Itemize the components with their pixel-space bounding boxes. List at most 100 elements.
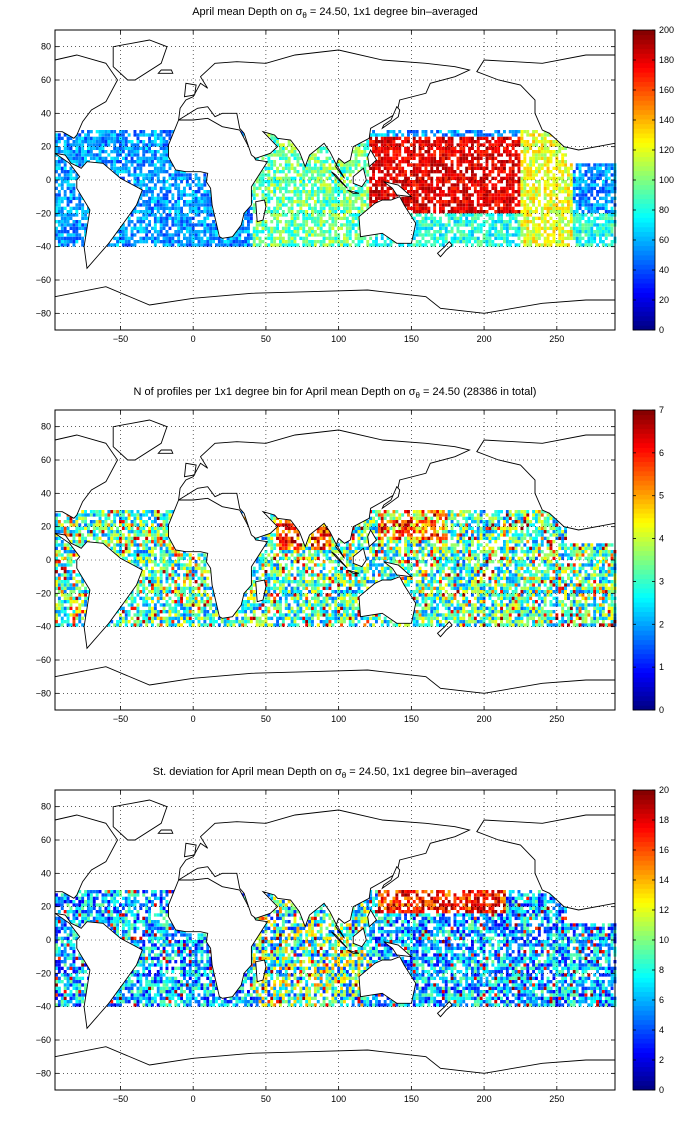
heatmap-cell [401,170,404,173]
heatmap-cell [195,213,198,216]
heatmap-cell [468,163,471,166]
heatmap-cell [532,133,535,136]
heatmap-cell [81,147,84,150]
heatmap-cell [105,130,108,133]
heatmap-cell [317,197,320,200]
heatmap-cell [570,237,573,240]
heatmap-cell [535,153,538,156]
heatmap-cell [151,597,154,600]
heatmap-cell [404,137,407,140]
heatmap-cell [78,233,81,236]
heatmap-cell [282,197,285,200]
heatmap-cell [448,173,451,176]
heatmap-cell [349,233,352,236]
heatmap-cell [67,137,70,140]
colorbar-segment [633,110,655,115]
heatmap-cell [404,183,407,186]
heatmap-cell [201,230,204,233]
heatmap-cell [442,153,445,156]
heatmap-cell [366,197,369,200]
heatmap-cell [96,523,99,526]
heatmap-cell [58,587,61,590]
heatmap-cell [550,233,553,236]
heatmap-cell [305,200,308,203]
heatmap-cell [331,187,334,190]
heatmap-cell [558,220,561,223]
heatmap-cell [209,237,212,240]
heatmap-cell [157,513,160,516]
heatmap-cell [256,193,259,196]
heatmap-cell [521,160,524,163]
heatmap-cell [425,137,428,140]
heatmap-cell [526,177,529,180]
heatmap-cell [430,130,433,133]
heatmap-cell [160,583,163,586]
heatmap-cell [174,603,177,606]
heatmap-cell [157,237,160,240]
heatmap-cell [81,223,84,226]
heatmap-cell [183,593,186,596]
heatmap-cell [576,210,579,213]
heatmap-cell [547,150,550,153]
heatmap-cell [439,237,442,240]
heatmap-cell [302,217,305,220]
heatmap-cell [494,197,497,200]
heatmap-cell [294,200,297,203]
heatmap-cell [384,163,387,166]
heatmap-cell [198,617,201,620]
heatmap-cell [445,213,448,216]
heatmap-cell [390,143,393,146]
heatmap-cell [587,210,590,213]
heatmap-cell [587,243,590,246]
heatmap-cell [585,207,588,210]
heatmap-cell [58,613,61,616]
heatmap-cell [84,157,87,160]
heatmap-cell [198,203,201,206]
heatmap-cell [285,190,288,193]
heatmap-cell [81,137,84,140]
heatmap-cell [145,533,148,536]
heatmap-cell [320,180,323,183]
heatmap-cell [582,237,585,240]
heatmap-cell [195,560,198,563]
heatmap-cell [558,217,561,220]
heatmap-cell [285,173,288,176]
heatmap-cell [198,603,201,606]
heatmap-cell [390,163,393,166]
heatmap-cell [75,197,78,200]
heatmap-cell [486,197,489,200]
heatmap-cell [70,593,73,596]
heatmap-cell [61,227,64,230]
heatmap-cell [361,203,364,206]
heatmap-cell [320,207,323,210]
heatmap-cell [518,220,521,223]
heatmap-cell [177,233,180,236]
heatmap-cell [267,197,270,200]
heatmap-cell [189,577,192,580]
heatmap-cell [561,160,564,163]
heatmap-cell [579,237,582,240]
heatmap-cell [139,147,142,150]
heatmap-cell [346,177,349,180]
heatmap-cell [509,203,512,206]
heatmap-cell [195,173,198,176]
x-tick-label: 150 [404,334,419,344]
heatmap-cell [189,227,192,230]
heatmap-cell [305,243,308,246]
heatmap-cell [529,177,532,180]
heatmap-cell [285,230,288,233]
heatmap-cell [436,237,439,240]
heatmap-cell [90,513,93,516]
heatmap-cell [596,200,599,203]
heatmap-cell [375,193,378,196]
heatmap-cell [390,167,393,170]
heatmap-cell [550,170,553,173]
heatmap-cell [576,213,579,216]
heatmap-cell [413,197,416,200]
heatmap-cell [305,197,308,200]
heatmap-cell [64,593,67,596]
heatmap-cell [113,163,116,166]
heatmap-cell [302,213,305,216]
heatmap-cell [425,217,428,220]
